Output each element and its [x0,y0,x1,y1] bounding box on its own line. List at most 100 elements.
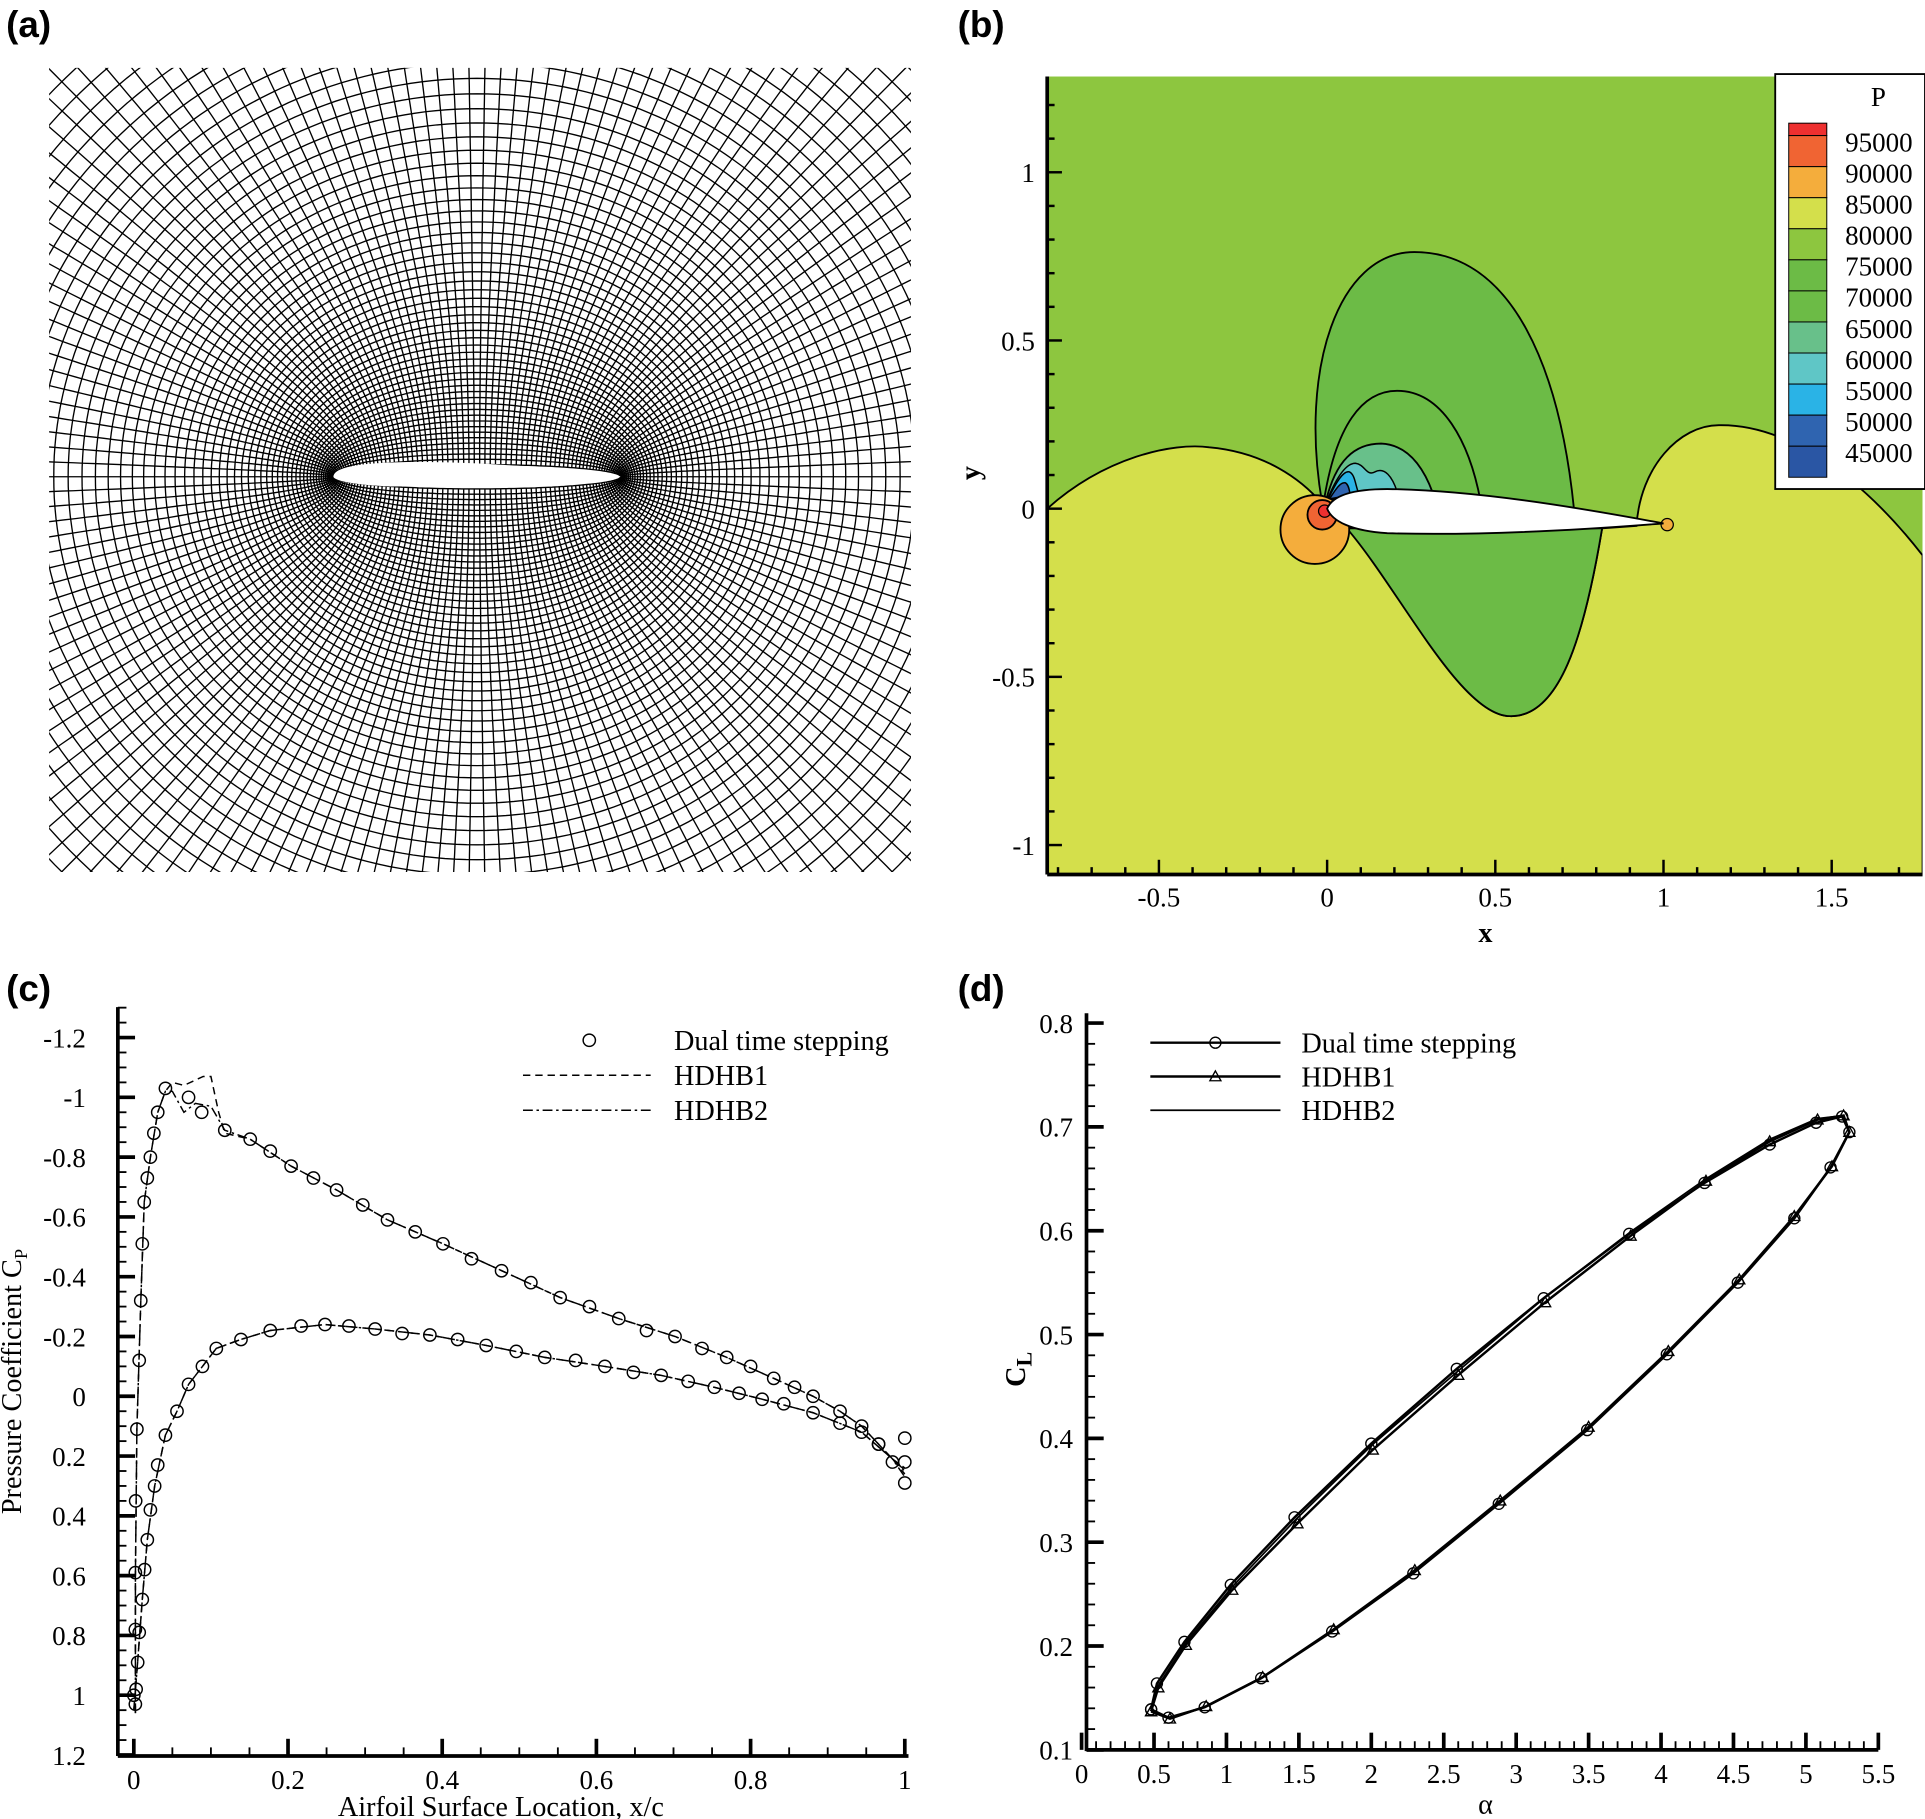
legend-level-label: 45000 [1845,438,1913,468]
mesh-line-radial [230,487,405,873]
legend-level-label: 95000 [1845,127,1913,157]
mesh-line-radial [601,239,911,471]
mesh-line-radial [305,487,424,873]
data-point-dual-time-stepping [871,1437,886,1451]
data-point-dual-time-stepping [719,1350,734,1365]
mesh-line-radial [574,67,877,468]
data-point-dual-time-stepping [707,1380,722,1395]
data-point-dual-time-stepping [668,1329,682,1344]
x-tick-label: 1.5 [1815,882,1849,912]
mesh-line-radial [165,486,392,873]
mesh-line-radial [619,430,911,476]
data-point-dual-time-stepping [553,1290,568,1305]
mesh-line-radial [49,482,353,711]
mesh-line-radial [515,67,601,466]
x-tick-label: 4 [1654,1759,1668,1789]
legend-swatch [1788,290,1828,323]
data-point-dual-time-stepping [408,1224,423,1239]
mesh-line-radial [188,486,396,873]
y-tick-label: 0.5 [1001,326,1035,356]
data-point-dual-time-stepping [509,1344,524,1359]
mesh-line-radial [437,488,465,873]
data-point-circle [1365,1437,1378,1450]
data-point-circle [1450,1362,1463,1376]
panel-label-d: (d) [958,968,1005,1009]
mesh-line-radial [618,478,911,539]
y-tick-label: -0.4 [43,1263,86,1293]
data-point-dual-time-stepping [143,1502,158,1517]
data-point-dual-time-stepping [395,1326,409,1341]
mesh-line-radial [520,488,614,873]
mesh-line-radial [494,488,533,873]
data-point-dual-time-stepping [147,1479,162,1493]
mesh-line-radial [141,486,387,873]
mesh-line-radial [610,316,911,473]
data-point-dual-time-stepping [329,1183,344,1197]
mesh-line-radial [340,488,434,873]
mesh-line-radial [525,67,636,466]
y-tick-label: 1 [72,1681,86,1711]
mesh-line-radial [549,67,732,467]
mesh-line-radial [598,483,911,736]
data-point-dual-time-stepping [464,1251,479,1266]
mesh-line-radial [611,480,911,620]
data-point-dual-time-stepping [143,1150,158,1164]
mesh-line-radial [484,67,502,465]
x-tick-label: 4.5 [1717,1759,1751,1789]
mesh-line-radial [243,67,409,467]
legend-swatch [1788,352,1828,385]
mesh-line-radial [49,477,335,508]
data-point-dual-time-stepping [897,1476,912,1490]
legend-level-label: 55000 [1845,376,1913,406]
mesh-line-radial [578,485,894,873]
mesh-line-circumferential [49,67,911,873]
y-axis-label: Pressure Coefficient CP [0,1249,31,1514]
y-tick-label: 1 [1021,158,1035,188]
mesh-line-radial [49,479,338,569]
mesh-line-radial [530,487,649,873]
legend-label: Dual time stepping [1301,1029,1516,1060]
mesh-line-radial [510,67,584,465]
mesh-line-radial [403,67,454,465]
mesh-line-radial [209,486,400,873]
data-point-dual-time-stepping [355,1198,370,1212]
mesh-line-radial [544,487,704,873]
panel-label-a: (a) [6,4,51,45]
mesh-line-radial [49,199,359,471]
mesh-line-radial [611,333,911,473]
mesh-line-radial [525,488,631,873]
y-axis-label-subscript: L [1011,1352,1036,1367]
mesh-line-radial [595,483,911,758]
mesh-line-radial [421,488,460,873]
cl-chart: 0 0.5 1 1.5 2 2.5 3 3.5 4 4.5 5 5.5 0.1 0.2 0.3 0.4 0.5 0… [1001,1009,1895,1819]
series-line-hdhb1 [134,1075,906,1714]
mesh-line-radial [336,67,434,466]
mesh-line-radial [387,67,449,465]
mesh-line-radial [619,477,911,508]
data-point-triangle [1623,1229,1638,1241]
legend-label: HDHB1 [674,1061,768,1092]
mesh-line-radial [535,487,667,873]
mesh-line-radial [605,481,911,675]
mesh-line-radial [601,482,911,715]
data-point-dual-time-stepping [150,1105,165,1120]
x-tick-label: 1 [1220,1759,1234,1789]
mesh-line-radial [608,297,911,473]
data-point-dual-time-stepping [284,1159,298,1173]
legend-swatch [1788,228,1828,261]
mesh-line-radial [567,486,813,873]
y-tick-label: 0.4 [52,1502,86,1532]
mesh-line-radial [619,477,911,524]
mesh-line-radial [558,67,775,467]
mesh-line-radial [49,242,353,471]
mesh-line-radial [585,120,911,469]
mesh-line-radial [49,461,334,477]
data-point-dual-time-stepping [263,1144,278,1159]
y-tick-label: 0.8 [52,1621,86,1651]
x-tick-label: 0.8 [734,1765,768,1795]
legend-swatch [1788,414,1828,447]
mesh-line-radial [617,399,911,475]
mesh-line-circumferential [49,67,911,873]
y-tick-label: 0 [1021,494,1035,524]
x-tick-label: 0.5 [1478,882,1512,912]
